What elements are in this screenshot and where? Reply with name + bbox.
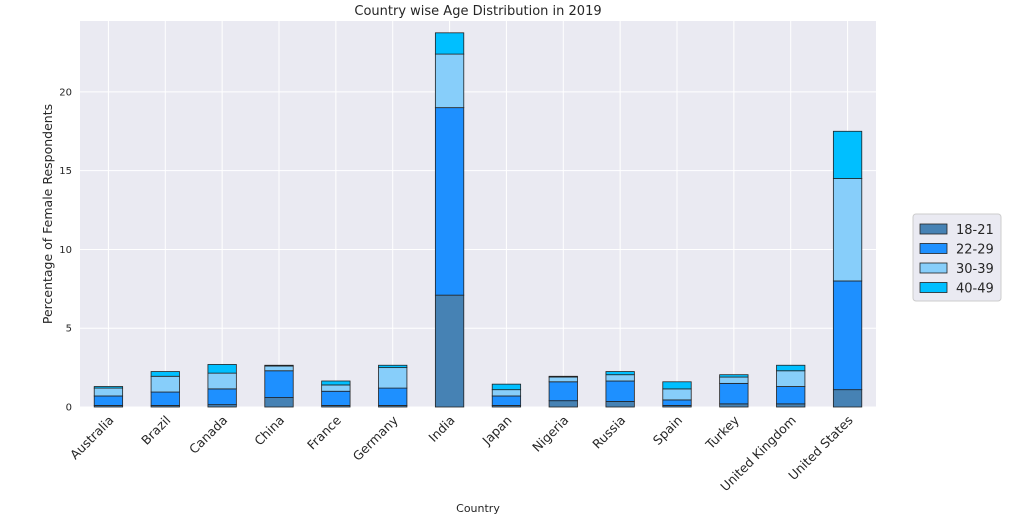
bar-segment-30-39 bbox=[605, 374, 635, 382]
x-tick-label: Nigeria bbox=[529, 413, 571, 455]
x-tick-label: Spain bbox=[650, 413, 685, 448]
x-tick-label: Germany bbox=[350, 412, 402, 464]
x-tick-label: France bbox=[304, 412, 344, 452]
y-tick-label: 10 bbox=[59, 245, 72, 256]
bar-segment-30-39 bbox=[776, 370, 806, 387]
bar-segment-40-49 bbox=[93, 386, 124, 389]
bar-segment-40-49 bbox=[207, 364, 237, 374]
bar-segment-30-39 bbox=[491, 389, 522, 397]
bar-segment-40-49 bbox=[605, 371, 635, 376]
bar-segment-22-29 bbox=[264, 370, 294, 398]
bar-segment-22-29 bbox=[491, 395, 522, 406]
bar-segment-40-49 bbox=[662, 381, 692, 390]
bar-segment-22-29 bbox=[548, 381, 578, 402]
y-tick-label: 20 bbox=[59, 87, 72, 98]
bar-segment-30-39 bbox=[832, 178, 863, 282]
y-tick-label: 0 bbox=[66, 403, 72, 414]
x-tick-label: China bbox=[251, 413, 287, 449]
x-tick-label: Australia bbox=[67, 413, 117, 463]
legend-box bbox=[912, 213, 1002, 302]
x-tick-label: Russia bbox=[589, 413, 628, 452]
bar-segment-22-29 bbox=[378, 387, 408, 406]
legend-label: 18-21 bbox=[956, 223, 994, 238]
bar-segment-18-21 bbox=[832, 389, 863, 408]
legend-swatch bbox=[919, 262, 948, 274]
y-axis-ticks: 0 5 10 15 20 bbox=[59, 87, 72, 413]
x-tick-label: Canada bbox=[186, 413, 230, 457]
x-axis-label: Country bbox=[456, 502, 500, 515]
bar-segment-18-21 bbox=[776, 403, 806, 408]
bar-segment-30-39 bbox=[264, 365, 294, 372]
legend-swatch bbox=[919, 243, 948, 254]
bar-segment-22-29 bbox=[207, 388, 237, 406]
bar-segment-40-49 bbox=[719, 374, 749, 378]
legend-swatch bbox=[919, 282, 948, 293]
bar-segment-22-29 bbox=[150, 391, 180, 406]
bar-segment-30-39 bbox=[548, 376, 578, 383]
bar-segment-22-29 bbox=[719, 382, 749, 405]
bar-segment-40-49 bbox=[832, 130, 863, 179]
bar-segment-30-39 bbox=[434, 53, 465, 109]
x-axis-ticks: Australia Brazil Canada China France Germany I… bbox=[67, 412, 856, 494]
bar-segment-22-29 bbox=[662, 399, 692, 406]
bar-segment-22-29 bbox=[321, 390, 351, 406]
x-tick-label: Japan bbox=[479, 413, 515, 449]
bar-segment-30-39 bbox=[207, 372, 237, 390]
bar-segment-18-21 bbox=[548, 400, 578, 408]
y-tick-label: 5 bbox=[66, 324, 72, 335]
bar-segment-30-39 bbox=[719, 376, 749, 384]
legend: 18-21 22-29 30-39 40-49 bbox=[912, 213, 1002, 302]
plot-area bbox=[80, 21, 876, 407]
x-tick-label: Turkey bbox=[702, 412, 743, 453]
bar-segment-40-49 bbox=[491, 383, 522, 391]
legend-label: 40-49 bbox=[956, 282, 994, 297]
bar-segment-22-29 bbox=[605, 380, 635, 402]
bar-segment-22-29 bbox=[434, 107, 465, 296]
bar-segment-30-39 bbox=[150, 375, 180, 393]
x-tick-label: India bbox=[425, 413, 457, 445]
bar-segment-22-29 bbox=[832, 280, 863, 391]
bar-segment-40-49 bbox=[264, 364, 294, 367]
bar-segment-18-21 bbox=[605, 401, 635, 408]
bar-segment-18-21 bbox=[719, 403, 749, 408]
bar-segment-30-39 bbox=[93, 387, 124, 397]
bars bbox=[93, 32, 863, 408]
legend-label: 22-29 bbox=[956, 243, 994, 258]
bar-segment-18-21 bbox=[434, 294, 465, 408]
bar-segment-30-39 bbox=[662, 388, 692, 401]
bar-segment-40-49 bbox=[150, 371, 180, 377]
x-tick-label: Brazil bbox=[138, 413, 173, 448]
bar-segment-40-49 bbox=[548, 375, 578, 378]
bar-segment-40-49 bbox=[321, 380, 351, 386]
bar-segment-30-39 bbox=[321, 384, 351, 392]
legend-swatch bbox=[919, 223, 948, 235]
y-axis-label: Percentage of Female Respondents bbox=[40, 104, 55, 324]
bar-segment-22-29 bbox=[93, 395, 124, 406]
legend-label: 30-39 bbox=[956, 262, 994, 277]
y-tick-label: 15 bbox=[59, 166, 72, 177]
chart-title: Country wise Age Distribution in 2019 bbox=[354, 4, 601, 19]
bar-segment-40-49 bbox=[434, 32, 465, 55]
bar-segment-30-39 bbox=[378, 367, 408, 389]
bar-segment-40-49 bbox=[378, 364, 408, 369]
bar-segment-22-29 bbox=[776, 386, 806, 405]
bar-segment-18-21 bbox=[264, 397, 294, 408]
bar-segment-40-49 bbox=[776, 364, 806, 372]
